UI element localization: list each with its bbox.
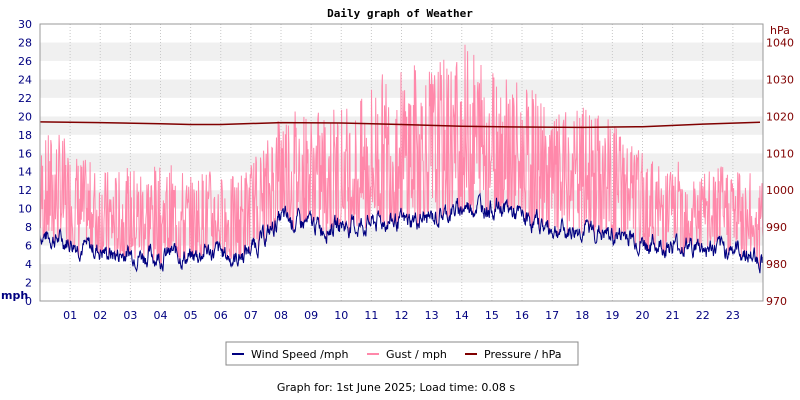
- chart-title: Daily graph of Weather: [327, 7, 473, 20]
- y-right-tick-label: 970: [766, 295, 787, 308]
- x-tick-label: 09: [304, 309, 318, 322]
- x-tick-label: 04: [154, 309, 168, 322]
- y-left-tick-label: 14: [18, 166, 32, 179]
- x-tick-label: 15: [485, 309, 499, 322]
- pressure-series: [39, 121, 761, 129]
- y-left-tick-label: 2: [25, 277, 32, 290]
- y-left-tick-label: 0: [25, 295, 32, 308]
- plot-frame: [39, 23, 764, 302]
- y-left-tick-label: 26: [18, 55, 32, 68]
- y-left-tick-label: 20: [18, 110, 32, 123]
- x-tick-label: 02: [93, 309, 107, 322]
- legend: Wind Speed /mph Gust / mph Pressure / hP…: [225, 341, 579, 366]
- wind-speed-series: [39, 192, 764, 274]
- y-right-tick-label: 1030: [766, 73, 794, 86]
- x-tick-label: 19: [605, 309, 619, 322]
- x-axis: 01 02 03 04 05 06 07 08 09 10 11 12 13 14 15 16 17 18 19 20…: [63, 309, 740, 322]
- x-tick-label: 14: [455, 309, 469, 322]
- x-tick-label: 07: [244, 309, 258, 322]
- x-tick-label: 23: [726, 309, 740, 322]
- x-tick-label: 12: [395, 309, 409, 322]
- right-unit-label: hPa: [770, 24, 790, 37]
- y-left-tick-label: 6: [25, 240, 32, 253]
- y-left-tick-label: 30: [18, 18, 32, 31]
- y-right-tick-label: 1000: [766, 184, 794, 197]
- y-right-tick-label: 1040: [766, 36, 794, 49]
- x-tick-label: 22: [696, 309, 710, 322]
- footer-text: Graph for: 1st June 2025; Load time: 0.0…: [277, 381, 515, 394]
- y-right-axis: 970 980 990 1000 1010 1020 1030 1040: [766, 36, 794, 308]
- y-right-tick-label: 980: [766, 258, 787, 271]
- x-tick-label: 18: [575, 309, 589, 322]
- x-tick-label: 06: [214, 309, 228, 322]
- y-left-tick-label: 12: [18, 184, 32, 197]
- x-tick-label: 05: [184, 309, 198, 322]
- legend-label-pressure: Pressure / hPa: [484, 348, 562, 361]
- x-tick-label: 08: [274, 309, 288, 322]
- wind-speed-line: [39, 192, 764, 274]
- y-left-tick-label: 28: [18, 36, 32, 49]
- x-tick-label: 20: [636, 309, 650, 322]
- x-tick-label: 13: [425, 309, 439, 322]
- x-tick-label: 16: [515, 309, 529, 322]
- y-left-tick-label: 18: [18, 129, 32, 142]
- x-tick-label: 03: [123, 309, 137, 322]
- x-tick-label: 10: [334, 309, 348, 322]
- band: [40, 60, 763, 80]
- y-right-tick-label: 1020: [766, 110, 794, 123]
- y-left-tick-label: 4: [25, 258, 32, 271]
- x-tick-label: 21: [666, 309, 680, 322]
- y-right-tick-label: 1010: [766, 147, 794, 160]
- legend-label-wind: Wind Speed /mph: [251, 348, 349, 361]
- y-left-tick-label: 24: [18, 73, 32, 86]
- y-right-tick-label: 990: [766, 221, 787, 234]
- pressure-line: [39, 121, 761, 129]
- x-tick-label: 11: [364, 309, 378, 322]
- x-tick-label: 01: [63, 309, 77, 322]
- y-left-tick-label: 8: [25, 221, 32, 234]
- legend-label-gust: Gust / mph: [386, 348, 447, 361]
- legend-box: [225, 341, 579, 366]
- x-tick-label: 17: [545, 309, 559, 322]
- y-left-tick-label: 16: [18, 147, 32, 160]
- left-unit-label: mph: [1, 289, 28, 302]
- y-left-tick-label: 10: [18, 203, 32, 216]
- y-left-tick-label: 22: [18, 92, 32, 105]
